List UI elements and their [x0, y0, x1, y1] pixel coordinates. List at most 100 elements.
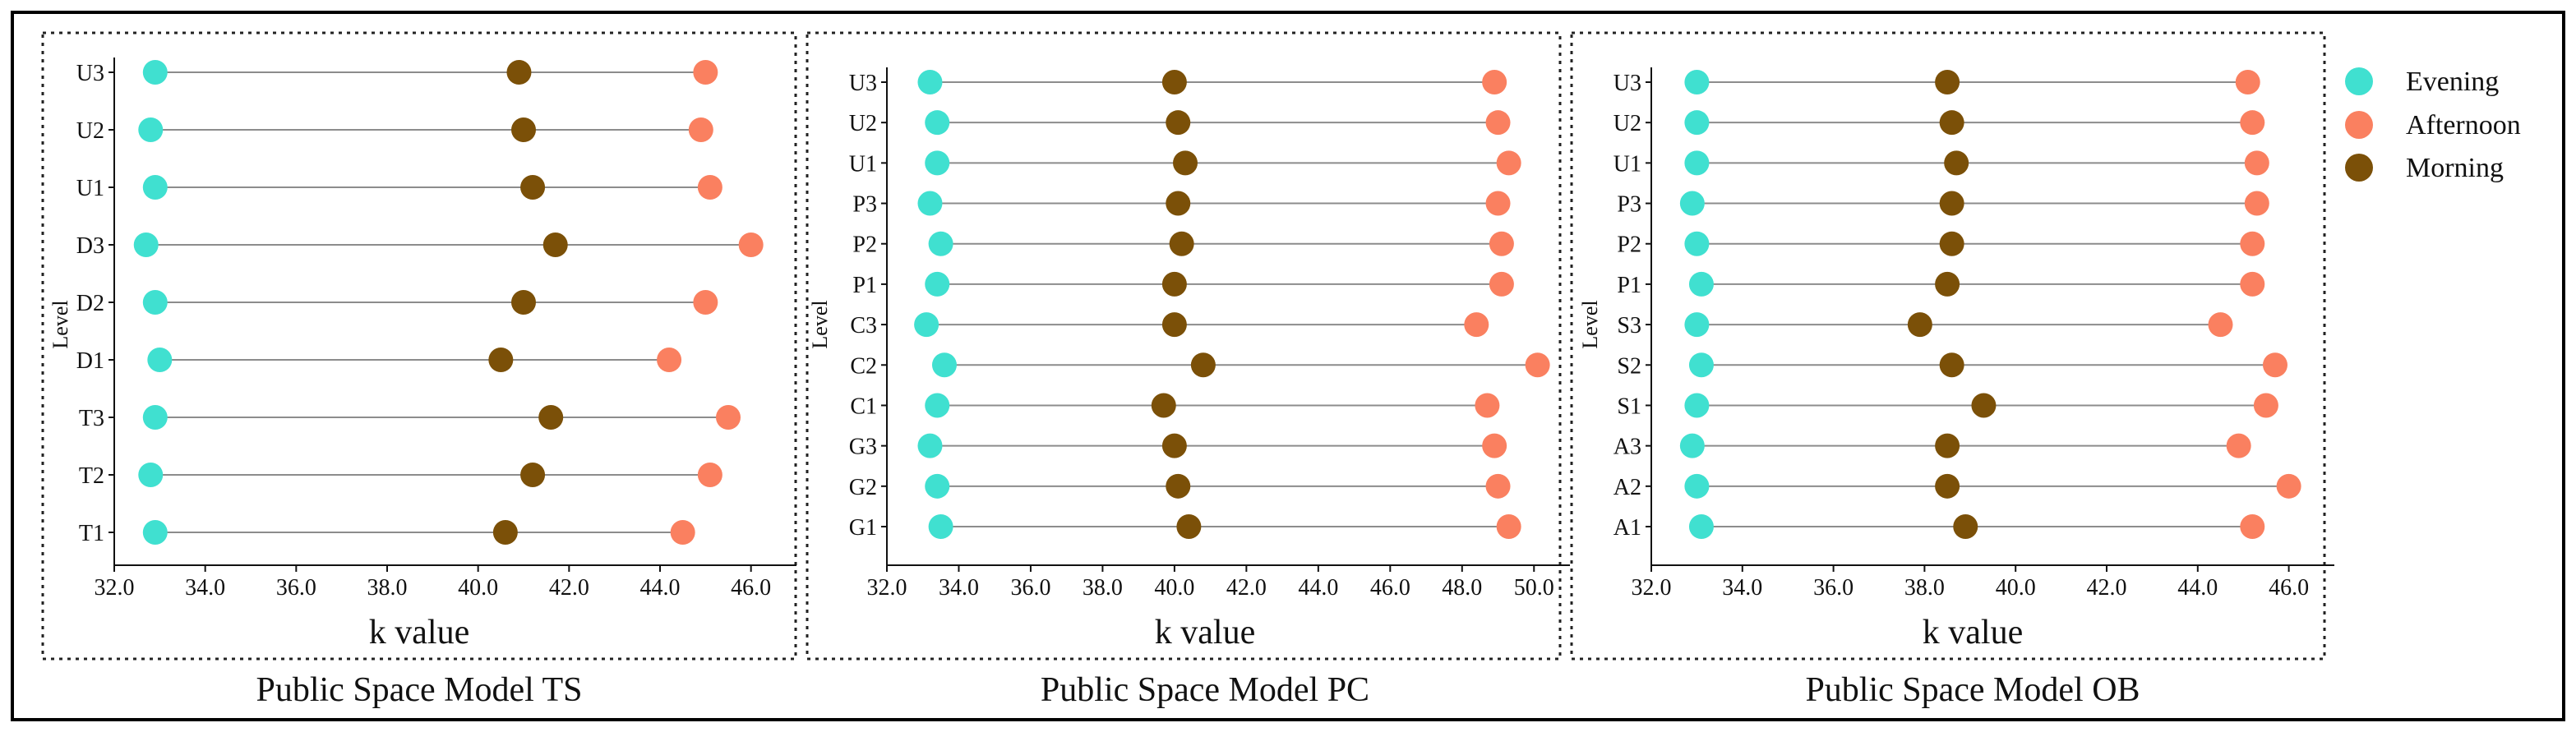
afternoon-point [693, 60, 718, 85]
y-tick-label: P3 [1617, 192, 1641, 218]
afternoon-point [2240, 514, 2265, 539]
x-tick-label: 46.0 [2269, 575, 2309, 601]
afternoon-point [2240, 231, 2265, 256]
panel-ts-ylabel: Level [48, 300, 72, 348]
y-tick-label: C3 [850, 313, 877, 338]
morning-point [1161, 70, 1187, 94]
y-tick-label: T3 [79, 406, 104, 431]
plot-ob: 32.0 34.0 36.0 38.0 40.0 42.0 44.0 46.0 U3 U2 U1 P3… [1613, 67, 2334, 601]
morning-point [538, 405, 564, 430]
x-tick-label: 50.0 [1514, 575, 1554, 601]
y-tick-label: G2 [849, 475, 877, 500]
evening-point [928, 514, 953, 539]
legend-evening-label: Evening [2406, 67, 2499, 97]
y-tick-label: P3 [852, 192, 877, 218]
panel-ts-title: Public Space Model TS [256, 671, 582, 709]
panel-ob-xlabel: k value [1923, 614, 2023, 651]
panel-pc-title: Public Space Model PC [1041, 671, 1369, 709]
legend-morning-marker [2345, 154, 2373, 182]
morning-point [520, 175, 546, 200]
afternoon-point [2244, 150, 2269, 176]
x-tick-label: 34.0 [1722, 575, 1762, 601]
morning-point [1971, 393, 1997, 418]
x-tick-label: 42.0 [1226, 575, 1267, 601]
afternoon-point [716, 405, 741, 430]
evening-point [1684, 473, 1710, 499]
afternoon-point [688, 117, 713, 142]
afternoon-point [697, 175, 722, 200]
evening-point [1688, 352, 1714, 378]
evening-point [1684, 70, 1710, 94]
afternoon-point [1489, 271, 1514, 297]
y-tick-label: D2 [76, 291, 104, 316]
morning-point [1935, 433, 1960, 458]
x-tick-label: 40.0 [458, 575, 498, 601]
evening-point [917, 191, 943, 216]
morning-point [1176, 514, 1202, 539]
morning-point [511, 290, 536, 315]
evening-point [1679, 191, 1705, 216]
morning-point [1161, 271, 1187, 297]
afternoon-point [1464, 312, 1489, 338]
y-tick-label: U3 [76, 61, 104, 86]
afternoon-point [1485, 191, 1511, 216]
afternoon-point [1482, 433, 1507, 458]
morning-point [1173, 150, 1198, 176]
evening-point [138, 463, 164, 487]
morning-point [1935, 70, 1960, 94]
evening-point [142, 290, 168, 315]
evening-point [142, 520, 168, 545]
afternoon-point [2244, 191, 2269, 216]
evening-point [1684, 110, 1710, 136]
legend-evening-marker [2345, 67, 2373, 95]
morning-point [511, 117, 536, 142]
afternoon-point [2276, 473, 2301, 499]
y-tick-label: U2 [849, 111, 877, 136]
y-tick-label: A3 [1613, 435, 1641, 460]
afternoon-point [1475, 393, 1500, 418]
afternoon-point [2235, 70, 2260, 94]
panel-ob-title: Public Space Model OB [1805, 671, 2140, 709]
morning-point [1944, 150, 1969, 176]
evening-point [1688, 514, 1714, 539]
afternoon-point [2226, 433, 2251, 458]
plot-ts: 32.0 34.0 36.0 38.0 40.0 42.0 44.0 46.0 U3 U2 U1 D3… [76, 58, 796, 601]
evening-point [925, 110, 950, 136]
y-tick-label: A2 [1613, 475, 1641, 500]
evening-point [1679, 433, 1705, 458]
x-tick-label: 38.0 [367, 575, 408, 601]
y-tick-label: U3 [849, 71, 877, 96]
y-tick-label: D3 [76, 233, 104, 259]
y-tick-label: P2 [852, 232, 877, 258]
panel-ts: 32.0 34.0 36.0 38.0 40.0 42.0 44.0 46.0 U3 U2 U1 D3… [41, 31, 797, 709]
afternoon-point [2240, 110, 2265, 136]
x-tick-label: 38.0 [1083, 575, 1123, 601]
y-tick-label: U1 [76, 176, 104, 201]
panel-ob: 32.0 34.0 36.0 38.0 40.0 42.0 44.0 46.0 U3 U2 U1 P3… [1570, 31, 2334, 709]
panel-pc-xlabel: k value [1155, 614, 1255, 651]
afternoon-point [738, 232, 764, 257]
x-tick-label: 46.0 [1370, 575, 1410, 601]
evening-point [925, 271, 950, 297]
x-tick-label: 32.0 [867, 575, 907, 601]
y-tick-label: U1 [1613, 151, 1641, 177]
y-tick-label: S2 [1617, 353, 1641, 379]
afternoon-point [1525, 352, 1550, 378]
afternoon-point [2253, 393, 2278, 418]
afternoon-point [1485, 110, 1511, 136]
y-tick-label: C1 [850, 394, 877, 419]
afternoon-point [693, 290, 718, 315]
evening-point [147, 348, 173, 372]
y-tick-label: S3 [1617, 313, 1641, 338]
afternoon-point [657, 348, 682, 372]
morning-point [488, 348, 514, 372]
evening-point [1684, 231, 1710, 256]
morning-point [1939, 231, 1964, 256]
x-tick-label: 36.0 [1813, 575, 1854, 601]
x-tick-label: 32.0 [1632, 575, 1672, 601]
evening-point [925, 150, 950, 176]
panel-ts-xlabel: k value [369, 614, 469, 651]
x-tick-label: 36.0 [276, 575, 316, 601]
morning-point [1953, 514, 1978, 539]
